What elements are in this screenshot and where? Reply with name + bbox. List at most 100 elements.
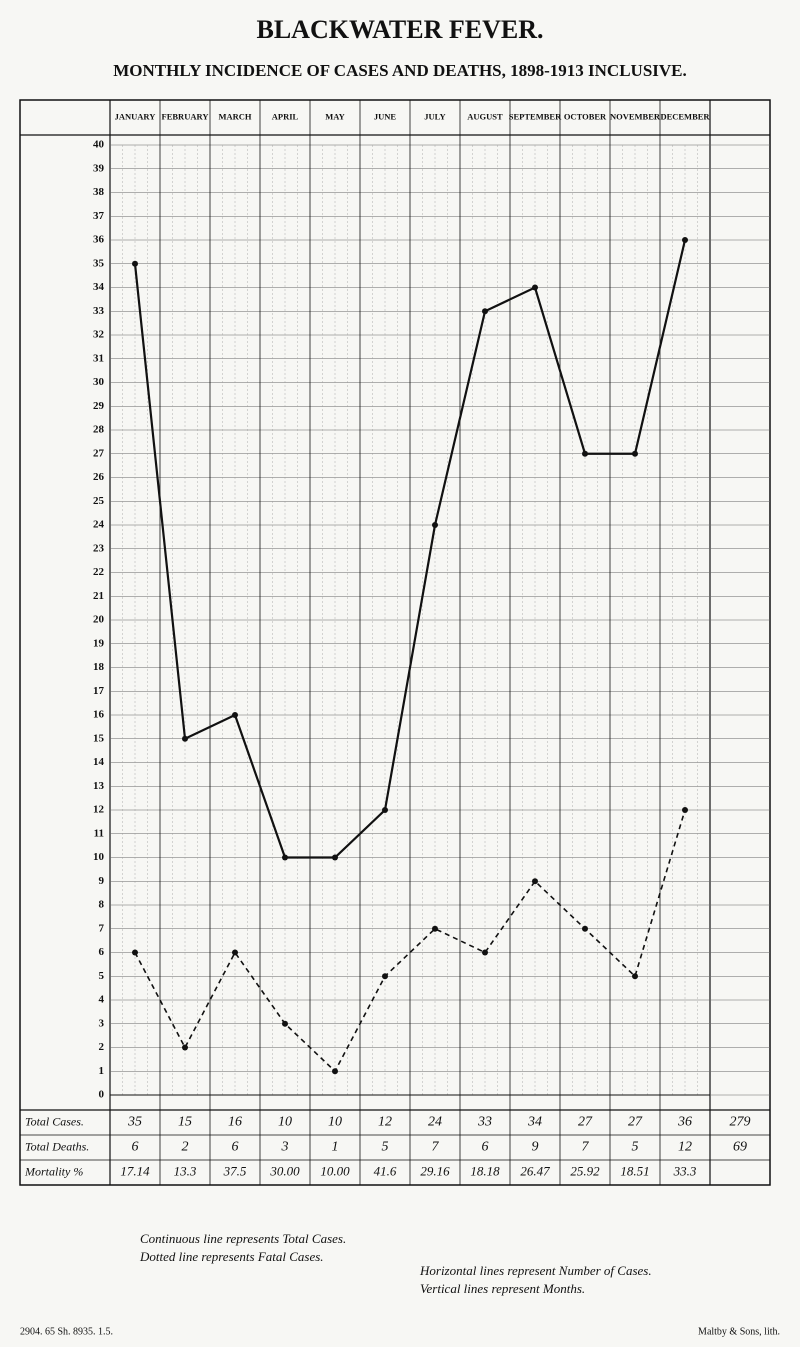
point <box>632 973 638 980</box>
series-line <box>134 809 686 1073</box>
table-value: 2 <box>182 1140 189 1155</box>
point <box>532 284 538 291</box>
y-tick-label: 8 <box>99 899 105 911</box>
point <box>582 925 588 932</box>
table-value: 29.16 <box>420 1163 450 1178</box>
point <box>682 807 688 813</box>
point <box>232 949 238 956</box>
y-tick-label: 37 <box>93 210 105 222</box>
y-tick-label: 3 <box>99 1017 105 1029</box>
y-tick-label: 22 <box>93 566 105 578</box>
table-value: 15 <box>178 1115 192 1130</box>
table-value: 13.3 <box>174 1163 197 1178</box>
x-tick-label: MARCH <box>218 111 251 121</box>
y-tick-label: 10 <box>93 851 105 863</box>
point <box>532 878 538 885</box>
point <box>182 735 188 742</box>
point <box>632 450 638 457</box>
y-tick-label: 29 <box>93 400 105 412</box>
point <box>482 949 488 956</box>
y-tick-label: 14 <box>93 756 105 768</box>
y-tick-label: 19 <box>93 637 105 649</box>
x-tick-label: APRIL <box>272 111 299 121</box>
y-tick-label: 23 <box>93 542 105 554</box>
y-tick-label: 27 <box>93 447 105 459</box>
legend-note: Horizontal lines represent Number of Cas… <box>419 1263 652 1278</box>
y-tick-label: 2 <box>99 1041 105 1053</box>
point <box>282 1020 288 1027</box>
table-value: 27 <box>628 1115 643 1130</box>
table-value: 24 <box>428 1115 442 1130</box>
point <box>332 1068 338 1075</box>
x-tick-label: DECEMBER <box>660 111 710 121</box>
y-tick-label: 30 <box>93 376 105 388</box>
point <box>132 949 138 956</box>
row-label: Mortality % <box>24 1164 83 1178</box>
y-tick-label: 38 <box>93 186 105 198</box>
chart-subtitle: MONTHLY INCIDENCE OF CASES AND DEATHS, 1… <box>113 61 687 80</box>
point <box>382 973 388 980</box>
y-tick-label: 7 <box>99 922 105 934</box>
x-tick-label: FEBRUARY <box>162 111 209 121</box>
table-value: 12 <box>378 1115 392 1130</box>
legend-note: Dotted line represents Fatal Cases. <box>139 1249 324 1264</box>
y-tick-label: 26 <box>93 471 105 483</box>
x-tick-label: OCTOBER <box>564 111 607 121</box>
table-value: 37.5 <box>223 1163 247 1178</box>
table-value: 34 <box>527 1115 542 1130</box>
frame <box>19 99 771 1186</box>
table-value: 10 <box>328 1115 342 1130</box>
y-tick-label: 24 <box>93 519 105 531</box>
y-tick-label: 4 <box>99 994 105 1006</box>
y-tick-label: 32 <box>93 329 105 341</box>
y-tick-label: 11 <box>94 827 104 839</box>
y-tick-label: 5 <box>99 970 105 982</box>
y-tick-label: 9 <box>99 875 105 887</box>
x-tick-label: JANUARY <box>115 111 156 121</box>
y-tick-label: 40 <box>93 139 105 151</box>
table-value: 9 <box>532 1140 539 1155</box>
table-value: 5 <box>632 1140 639 1155</box>
imprint: Maltby & Sons, lith. <box>698 1326 780 1337</box>
table-value: 1 <box>332 1140 339 1155</box>
imprint: 2904. 65 Sh. 8935. 1.5. <box>20 1326 113 1337</box>
y-tick-label: 18 <box>93 661 105 673</box>
x-tick-label: JULY <box>424 111 445 121</box>
y-tick-label: 1 <box>99 1065 105 1077</box>
series-line <box>133 239 687 859</box>
y-tick-label: 17 <box>93 685 105 697</box>
table-total: 69 <box>733 1140 747 1155</box>
chart-title: BLACKWATER FEVER. <box>256 15 543 44</box>
table-value: 27 <box>578 1115 593 1130</box>
row-label: Total Deaths. <box>25 1139 89 1153</box>
y-tick-label: 35 <box>93 257 105 269</box>
table-value: 7 <box>432 1140 440 1155</box>
table-value: 12 <box>678 1140 692 1155</box>
y-tick-label: 12 <box>93 804 105 816</box>
table-total: 279 <box>730 1115 751 1130</box>
point <box>432 925 438 932</box>
point <box>182 1044 188 1051</box>
table-value: 35 <box>127 1115 142 1130</box>
table-value: 36 <box>677 1115 692 1130</box>
y-tick-label: 25 <box>93 495 105 507</box>
point <box>432 522 438 528</box>
point <box>482 308 488 315</box>
y-tick-label: 15 <box>93 732 105 744</box>
point <box>282 854 288 861</box>
table-value: 17.14 <box>120 1163 150 1178</box>
table-value: 7 <box>582 1140 590 1155</box>
table-value: 30.00 <box>269 1163 300 1178</box>
table-value: 41.6 <box>374 1163 397 1178</box>
legend-note: Continuous line represents Total Cases. <box>140 1231 346 1246</box>
table-value: 26.47 <box>520 1163 550 1178</box>
table-value: 16 <box>228 1115 242 1130</box>
table-value: 6 <box>132 1140 139 1155</box>
y-tick-label: 31 <box>93 352 104 364</box>
table-value: 6 <box>482 1140 489 1155</box>
y-tick-label: 34 <box>93 281 105 293</box>
table-value: 10.00 <box>320 1163 350 1178</box>
table-value: 33.3 <box>673 1163 697 1178</box>
